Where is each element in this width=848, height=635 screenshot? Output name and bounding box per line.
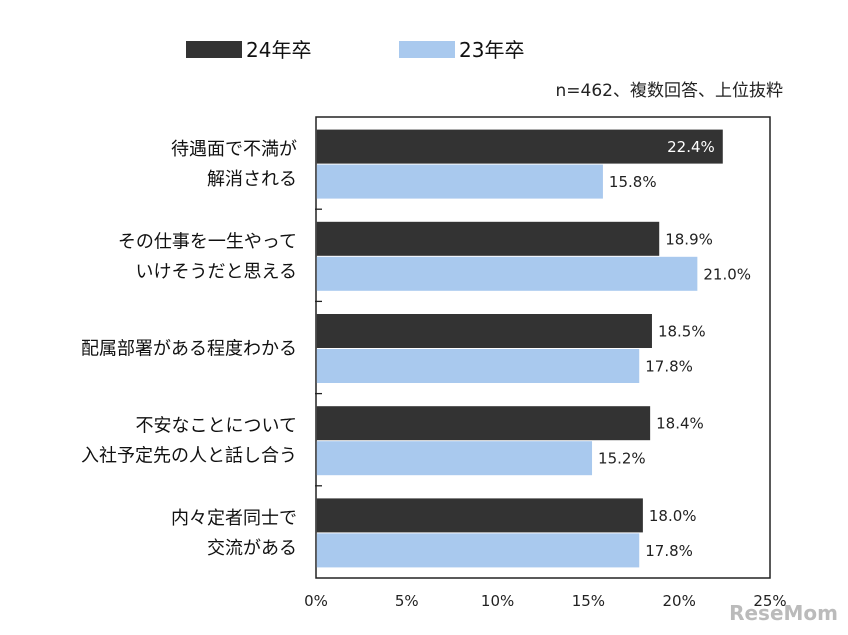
data-label-1-2: 18.9%: [665, 230, 713, 248]
category-label-2: その仕事を一生やって: [118, 231, 297, 252]
category-label-3: 配属部署がある程度わかる: [81, 339, 297, 360]
bar-2-1: [316, 164, 603, 199]
legend: 24年卒 23年卒: [186, 38, 524, 62]
bars: 22.4% 15.8% 18.9% 21.0% 18.5% 17.8% 18.4% 15.2%…: [315, 129, 751, 568]
bar-2-5: [316, 533, 640, 568]
x-tick-label: 0%: [304, 592, 328, 610]
category-label-5: 交流がある: [207, 538, 297, 559]
category-label-1: 解消される: [207, 169, 297, 190]
category-label-4: 入社予定先の人と話し合う: [81, 446, 297, 467]
data-label-2-1: 15.8%: [609, 173, 657, 191]
bar-1-3: [316, 314, 652, 348]
category-label-2: いけそうだと思える: [136, 261, 297, 282]
data-label-1-5: 18.0%: [649, 507, 697, 525]
data-label-2-2: 21.0%: [703, 265, 751, 283]
bar-1-1: [316, 129, 723, 164]
x-tick-label: 25%: [753, 592, 786, 610]
x-tick-label: 20%: [663, 592, 696, 610]
legend-label-1: 24年卒: [246, 38, 311, 62]
category-labels: 待遇面で不満が解消されるその仕事を一生やっていけそうだと思える配属部署がある程度…: [81, 139, 297, 559]
legend-label-2: 23年卒: [459, 38, 524, 62]
sample-note: n=462、複数回答、上位抜粋: [556, 81, 783, 101]
bar-1-5: [316, 498, 643, 533]
bar-2-4: [316, 441, 593, 476]
category-label-4: 不安なことについて: [136, 416, 297, 437]
data-label-1-4: 18.4%: [656, 415, 704, 433]
data-label-1-3: 18.5%: [658, 323, 706, 341]
category-label-5: 内々定者同士で: [171, 508, 297, 529]
legend-swatch-1: [186, 41, 242, 58]
data-label-2-5: 17.8%: [645, 542, 693, 560]
bar-1-4: [316, 406, 651, 441]
bar-1-2: [316, 221, 660, 256]
legend-swatch-2: [399, 41, 455, 58]
bar-2-2: [316, 256, 698, 291]
x-axis: 0% 5% 10% 15% 20% 25%: [304, 592, 787, 610]
x-tick-label: 15%: [572, 592, 605, 610]
watermark-logo: ReseMom: [729, 601, 838, 625]
bar-2-3: [316, 349, 640, 383]
x-tick-label: 10%: [481, 592, 514, 610]
category-label-1: 待遇面で不満が: [171, 139, 297, 160]
data-label-1-1: 22.4%: [667, 138, 715, 156]
data-label-2-4: 15.2%: [598, 450, 646, 468]
data-label-2-3: 17.8%: [645, 358, 693, 376]
x-tick-label: 5%: [395, 592, 419, 610]
